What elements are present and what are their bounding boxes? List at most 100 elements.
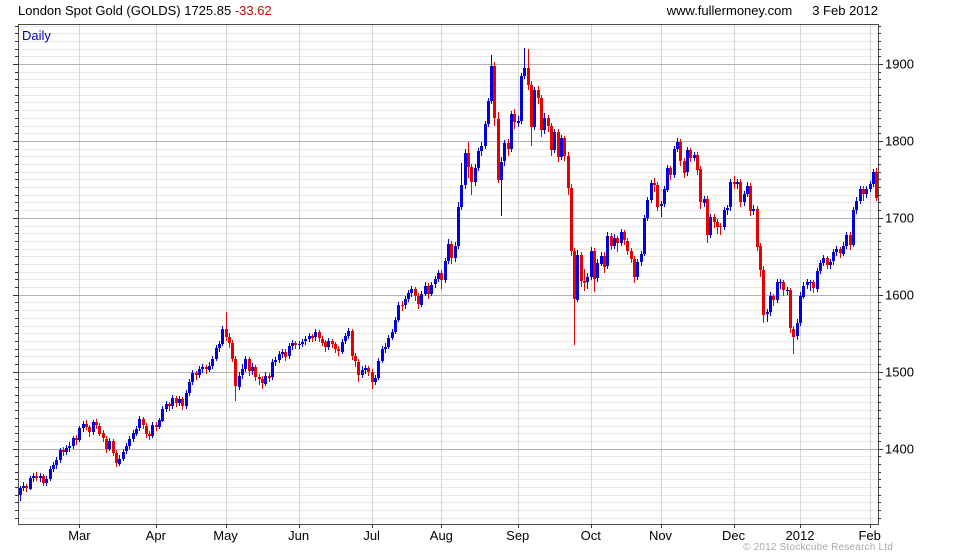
candle-body — [699, 169, 702, 202]
x-axis-label: Jun — [288, 528, 309, 543]
candle-body — [633, 259, 636, 277]
candle-body — [493, 66, 496, 118]
candle-body — [454, 246, 457, 258]
candle-body — [776, 282, 779, 300]
candle-body — [523, 68, 526, 76]
candle-body — [517, 121, 520, 123]
candle-body — [547, 118, 550, 126]
candle-body — [513, 114, 516, 122]
candle-body — [849, 235, 852, 245]
candle-body — [75, 438, 78, 440]
candle-body — [792, 329, 795, 337]
candle-body — [842, 246, 845, 254]
candle-body — [118, 459, 121, 464]
candle-body — [135, 429, 138, 434]
candle-body — [72, 438, 75, 446]
candle-body — [669, 168, 672, 175]
candle-body — [640, 254, 643, 262]
candle-body — [646, 200, 649, 218]
candle-body — [746, 186, 749, 194]
candle-body — [573, 251, 576, 299]
candle-body — [92, 422, 95, 432]
candle-body — [142, 419, 145, 425]
x-axis-label: Mar — [68, 528, 91, 543]
candle-body — [108, 441, 111, 449]
y-axis-label: 1700 — [885, 211, 914, 226]
candle-body — [596, 263, 599, 278]
x-axis-label: Sep — [506, 528, 529, 543]
candle-body — [191, 373, 194, 382]
candle-body — [35, 476, 38, 478]
candle-body — [875, 172, 878, 198]
candles-series — [19, 48, 878, 501]
candle-body — [132, 433, 135, 439]
candle-body — [809, 282, 812, 283]
candle-body — [756, 209, 759, 247]
candle-body — [822, 258, 825, 263]
candle-body — [812, 282, 815, 288]
candle-body — [457, 207, 460, 246]
candle-body — [138, 419, 141, 428]
candle-body — [367, 368, 370, 372]
candle-body — [723, 210, 726, 227]
y-axis-label: 1600 — [885, 288, 914, 303]
candle-body — [769, 296, 772, 312]
candle-body — [145, 426, 148, 434]
candle-body — [560, 138, 563, 157]
candle-body — [105, 439, 108, 449]
candle-body — [719, 226, 722, 227]
candle-body — [497, 119, 500, 180]
candle-body — [444, 261, 447, 280]
candle-body — [507, 143, 510, 149]
candle-body — [49, 469, 52, 479]
candle-body — [234, 359, 237, 386]
candle-body — [337, 349, 340, 351]
candle-body — [181, 399, 184, 406]
candle-body — [201, 367, 204, 369]
candle-body — [696, 155, 699, 170]
candle-body — [221, 329, 224, 344]
candle-body — [743, 194, 746, 202]
candle-body — [387, 338, 390, 347]
candle-body — [284, 352, 287, 357]
candle-body — [656, 185, 659, 207]
candle-body — [195, 373, 198, 375]
candle-body — [351, 331, 354, 356]
candle-body — [626, 241, 629, 251]
copyright-notice: © 2012 Stockcube Research Ltd — [743, 542, 893, 553]
candle-body — [45, 479, 48, 483]
candle-body — [616, 238, 619, 243]
candle-body — [98, 426, 101, 434]
candle-body — [82, 424, 85, 428]
y-axis-label: 1800 — [885, 134, 914, 149]
candle-body — [835, 249, 838, 252]
candle-body — [238, 376, 241, 387]
candle-body — [490, 66, 493, 101]
candle-body — [686, 150, 689, 172]
candle-body — [321, 339, 324, 343]
candle-body — [553, 132, 556, 150]
candle-body — [377, 361, 380, 378]
candle-body — [42, 476, 45, 483]
candle-body — [440, 273, 443, 280]
candle-body — [308, 336, 311, 339]
candle-body — [832, 252, 835, 261]
candle-body — [772, 296, 775, 300]
candle-body — [151, 425, 154, 436]
x-axis-label: Feb — [858, 528, 880, 543]
candle-body — [636, 262, 639, 277]
candle-body — [480, 146, 483, 151]
candle-body — [762, 270, 765, 315]
candle-body — [39, 476, 42, 478]
candle-body — [660, 204, 663, 206]
candle-body — [85, 424, 88, 427]
candle-body — [510, 114, 513, 149]
candle-body — [397, 305, 400, 320]
candle-body — [29, 478, 32, 489]
candle-body — [291, 343, 294, 346]
candle-body — [620, 232, 623, 243]
candle-body — [417, 296, 420, 304]
candle-body — [112, 441, 115, 453]
y-axis-label: 1400 — [885, 442, 914, 457]
